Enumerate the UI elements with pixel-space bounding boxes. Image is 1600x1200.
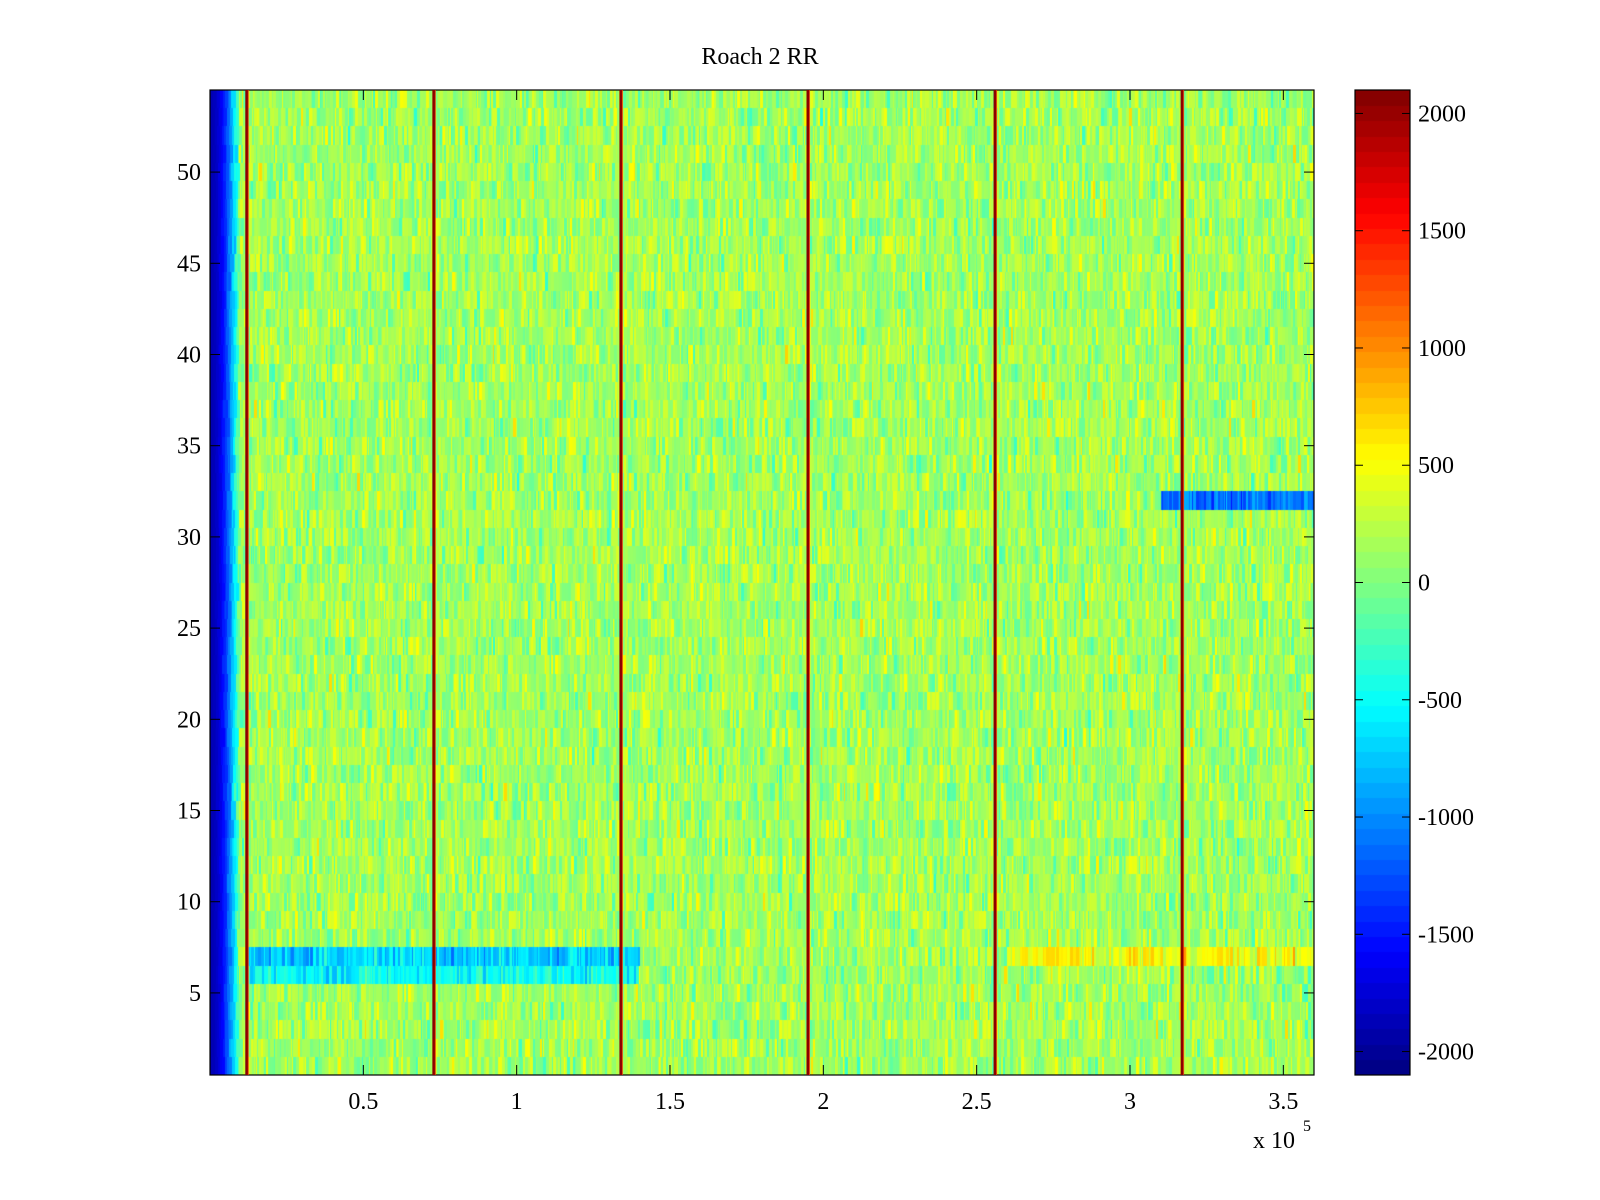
x-tick-label: 3 [1124, 1089, 1136, 1115]
colorbar-tick-label: -2000 [1418, 1040, 1474, 1066]
colorbar-tick-label: -500 [1418, 688, 1462, 714]
x-multiplier-text: x 10 [1253, 1128, 1295, 1154]
heatmap-image [210, 90, 1314, 1075]
y-tick-label: 50 [177, 160, 201, 186]
x-tick-label: 1 [511, 1089, 523, 1115]
y-tick-label: 40 [177, 342, 201, 368]
x-multiplier-exponent: 5 [1303, 1118, 1311, 1135]
y-tick-label: 5 [189, 981, 201, 1007]
y-tick-label: 25 [177, 616, 201, 642]
y-tick-label: 10 [177, 890, 201, 916]
colorbar-border [1354, 89, 1411, 1076]
colorbar-tick-label: 500 [1418, 453, 1454, 479]
colorbar-image [1355, 90, 1410, 1075]
y-tick-label: 15 [177, 799, 201, 825]
colorbar-tick-label: 1000 [1418, 336, 1466, 362]
x-axis-multiplier: x 10 5 [1253, 1118, 1311, 1154]
x-axis-ticks: 0.5 1 1.5 2 2.5 3 3.5 [348, 90, 1298, 1115]
y-axis-ticks: 5 10 15 20 25 30 35 40 45 50 [177, 160, 1314, 1007]
colorbar-tick-label: -1000 [1418, 805, 1474, 831]
colorbar-tick-label: -1500 [1418, 922, 1474, 948]
x-tick-label: 0.5 [348, 1089, 378, 1115]
colorbar-tick-label: 2000 [1418, 101, 1466, 127]
x-tick-label: 2 [817, 1089, 829, 1115]
y-tick-label: 30 [177, 525, 201, 551]
y-tick-label: 45 [177, 251, 201, 277]
colorbar-tick-label: 0 [1418, 571, 1430, 597]
colorbar-ticks: -2000 -1500 -1000 -500 0 500 1000 1500 2000 [1355, 101, 1474, 1066]
colorbar-tick-label: 1500 [1418, 219, 1466, 245]
x-tick-label: 1.5 [655, 1089, 685, 1115]
spike-lines [245, 90, 1185, 1075]
chart-title: Roach 2 RR [701, 44, 819, 70]
x-tick-label: 2.5 [962, 1089, 992, 1115]
x-tick-label: 3.5 [1268, 1089, 1298, 1115]
plot-border [209, 89, 1315, 1076]
y-tick-label: 35 [177, 434, 201, 460]
y-tick-label: 20 [177, 707, 201, 733]
